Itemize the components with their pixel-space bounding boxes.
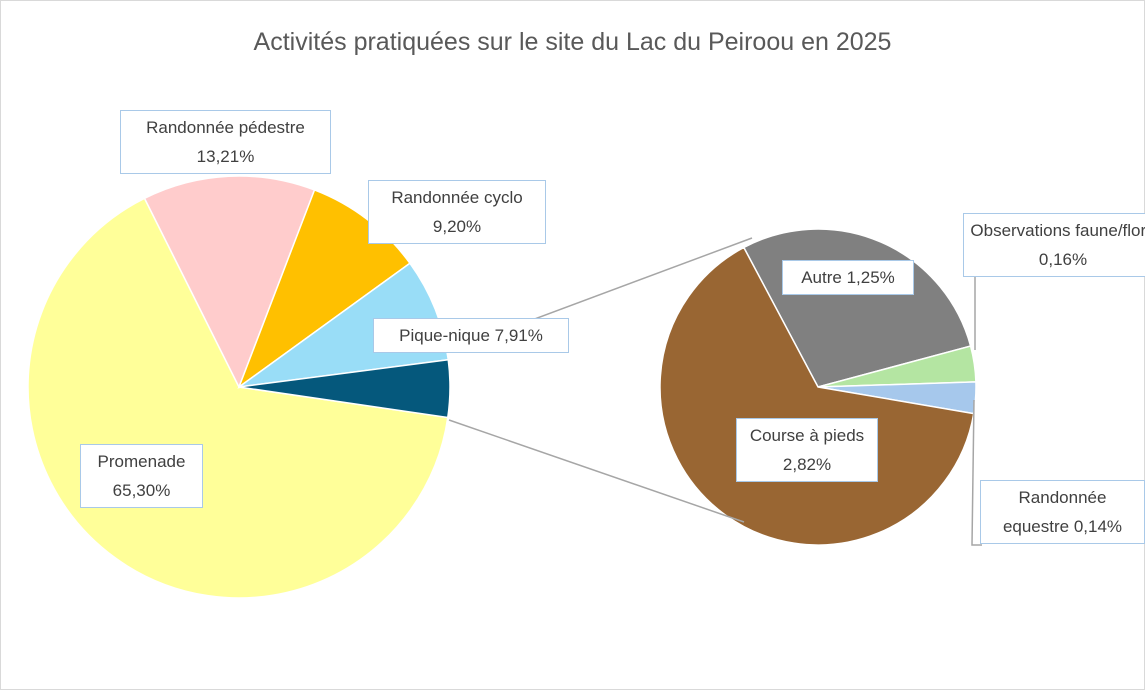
label-name: Pique-nique: [399, 326, 490, 345]
label-name: Observations faune/flore: [970, 221, 1145, 240]
data-label: Randonnée equestre 0,14%: [980, 480, 1145, 544]
label-value: 7,91%: [494, 326, 543, 345]
label-value: 65,30%: [112, 481, 171, 500]
pie-slice: [238, 262, 450, 388]
label-value: 0,14%: [1073, 517, 1123, 536]
data-label: Pique-nique 7,91%: [373, 318, 569, 353]
data-label: Autre 1,25%: [782, 260, 914, 295]
data-label: Randonnée pédestre 13,21%: [120, 110, 331, 174]
label-value: 13,21%: [196, 147, 255, 166]
data-label: Randonnée cyclo 9,20%: [368, 180, 546, 244]
label-name: Course à pieds: [749, 426, 865, 445]
leader-line: [971, 399, 982, 546]
data-label: Course à pieds 2,82%: [736, 418, 878, 482]
label-value: 2,82%: [782, 455, 832, 474]
label-name: Randonnée equestre: [1002, 488, 1107, 536]
pie-slice: [238, 358, 451, 419]
label-value: 9,20%: [432, 217, 482, 236]
connector-line: [448, 419, 745, 523]
chart-title: Activités pratiquées sur le site du Lac …: [253, 28, 892, 56]
label-value: 0,16%: [1038, 250, 1088, 269]
pie-slice: [237, 188, 411, 390]
label-name: Randonnée cyclo: [391, 188, 523, 207]
label-value: 1,25%: [846, 268, 895, 287]
label-name: Promenade: [97, 452, 186, 471]
label-name: Randonnée pédestre: [146, 118, 305, 137]
label-name: Autre: [801, 268, 842, 287]
data-label: Promenade 65,30%: [80, 444, 203, 508]
data-label: Observations faune/flore 0,16%: [963, 213, 1145, 277]
pie-slice: [143, 175, 316, 389]
